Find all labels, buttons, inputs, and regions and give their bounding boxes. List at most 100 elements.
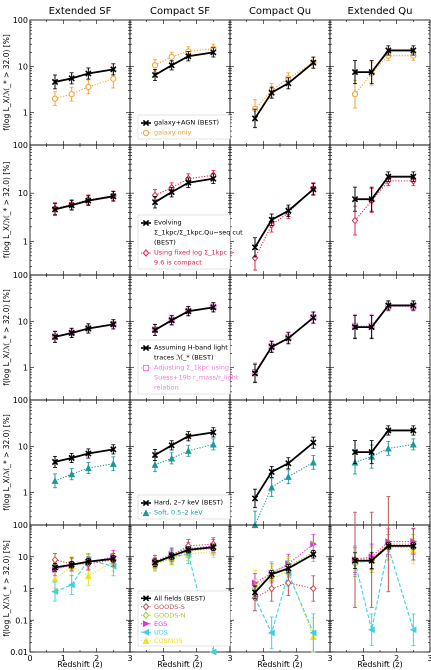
data-point: [351, 323, 359, 331]
series-2: [51, 456, 117, 489]
legend-label: traces ℳ_* (BEST): [154, 354, 213, 362]
legend-box: [137, 214, 231, 270]
data-point: [251, 495, 259, 502]
data-point: [368, 448, 375, 456]
legend-swatch-marker: [142, 637, 150, 644]
legend-box: [137, 114, 231, 140]
data-point: [409, 626, 417, 634]
data-point: [168, 552, 175, 560]
legend-row-2: Evolving Σ_1kpc/Σ_1kpc,Qu−seq cut (BEST) Us…: [137, 214, 243, 270]
legend-swatch-marker: [142, 219, 150, 227]
series-1: [251, 56, 317, 129]
series-line: [54, 559, 114, 593]
series-1: [51, 63, 117, 90]
series-6: [51, 551, 117, 589]
data-point: [68, 75, 75, 82]
legend-label: EGS: [154, 620, 167, 628]
data-point: [151, 199, 159, 206]
series-2: [51, 319, 117, 343]
series-line: [254, 461, 314, 526]
y-axis-label-row-2: f(log L_X/ℳ_* > 32.0) [%]: [2, 162, 11, 259]
legend-label: Hard, 2–7 keV (BEST): [154, 499, 223, 507]
series-1: [351, 425, 417, 465]
panel-frame: [329, 274, 431, 401]
data-point: [310, 551, 317, 558]
y-axis-label-row-5: f(log L_X/ℳ_* > 32.0) [%]: [2, 540, 11, 637]
data-point: [268, 89, 275, 96]
data-point: [84, 572, 92, 579]
legend-row-5: All fields (BEST)GOODS-SGOODS-NEGSUDSCOS…: [137, 590, 231, 647]
panel-2-1: [29, 144, 131, 276]
x-tick-label: 2: [394, 654, 399, 663]
series-1: [51, 555, 117, 572]
data-point: [185, 53, 192, 60]
series-1: [251, 550, 317, 600]
legend-swatch-marker: [142, 119, 150, 127]
legend-row-1: galaxy+AGN (BEST) galaxy only: [137, 114, 231, 140]
legend-label: (BEST): [154, 239, 176, 247]
series-line: [254, 188, 314, 248]
data-point: [110, 446, 117, 453]
x-tick-label: 2: [94, 654, 99, 663]
y-tick-label: 100: [13, 16, 28, 25]
legend-label: galaxy+AGN (BEST): [154, 119, 219, 127]
panel-frame: [29, 524, 131, 653]
data-point: [51, 458, 59, 466]
data-point: [368, 196, 375, 203]
series-line: [154, 546, 214, 564]
data-point: [310, 186, 317, 193]
panel-row-3: f(log L_X/ℳ_* > 32.0) [%]100 10 1 Assuming …: [2, 271, 431, 401]
data-point: [85, 197, 92, 204]
data-point: [351, 91, 359, 98]
data-point: [85, 558, 92, 565]
panel-row-2: f(log L_X/ℳ_* > 32.0) [%] 100 10 1 Evolving Σ…: [2, 141, 431, 276]
data-point: [84, 464, 92, 472]
data-point: [184, 447, 192, 454]
panel-5-1: 0 1 2 3: [27, 524, 133, 663]
series-line: [154, 174, 214, 196]
legend-label: Assuming H-band light: [154, 344, 228, 352]
legend-label: 9.6 is compact: [154, 259, 202, 267]
column-title-extended-sf: Extended SF: [49, 6, 112, 17]
series-3: [351, 534, 417, 577]
data-point: [85, 450, 92, 457]
series-1: [51, 444, 117, 468]
data-point: [268, 584, 275, 593]
series-2: [351, 50, 417, 109]
series-line: [254, 582, 314, 599]
data-point: [310, 314, 317, 321]
series-line: [355, 49, 414, 74]
y-tick-label: 100: [13, 396, 28, 405]
y-tick-label: 10: [18, 189, 28, 198]
data-point: [285, 565, 292, 572]
y-tick-label: 1: [23, 237, 28, 246]
data-point: [68, 202, 75, 209]
data-point: [51, 575, 59, 583]
series-1: [151, 47, 217, 81]
series-line: [54, 557, 114, 569]
series-1: [351, 171, 417, 212]
x-tick-label: 1: [161, 654, 166, 663]
panel-1-4: [329, 19, 431, 146]
data-point: [251, 115, 259, 122]
series-2: [151, 438, 217, 473]
legend-swatch-marker: [142, 602, 150, 611]
data-point: [385, 427, 392, 434]
panel-5-2: 1 2 3: [129, 524, 233, 663]
data-point: [410, 542, 417, 550]
data-point: [251, 589, 259, 596]
data-point: [310, 59, 317, 66]
series-1: [151, 173, 217, 209]
legend-label: relation: [154, 384, 179, 392]
series-line: [254, 316, 314, 374]
legend-swatch-marker: [142, 628, 150, 636]
series-line: [254, 543, 314, 584]
series-line: [54, 561, 114, 580]
data-point: [268, 343, 275, 351]
data-point: [309, 458, 317, 466]
legend-row-4: Hard, 2–7 keV (BEST) Soft, 0.5–2 keV: [137, 494, 231, 520]
data-point: [185, 546, 192, 554]
series-line: [354, 541, 414, 561]
series-line: [254, 551, 314, 589]
